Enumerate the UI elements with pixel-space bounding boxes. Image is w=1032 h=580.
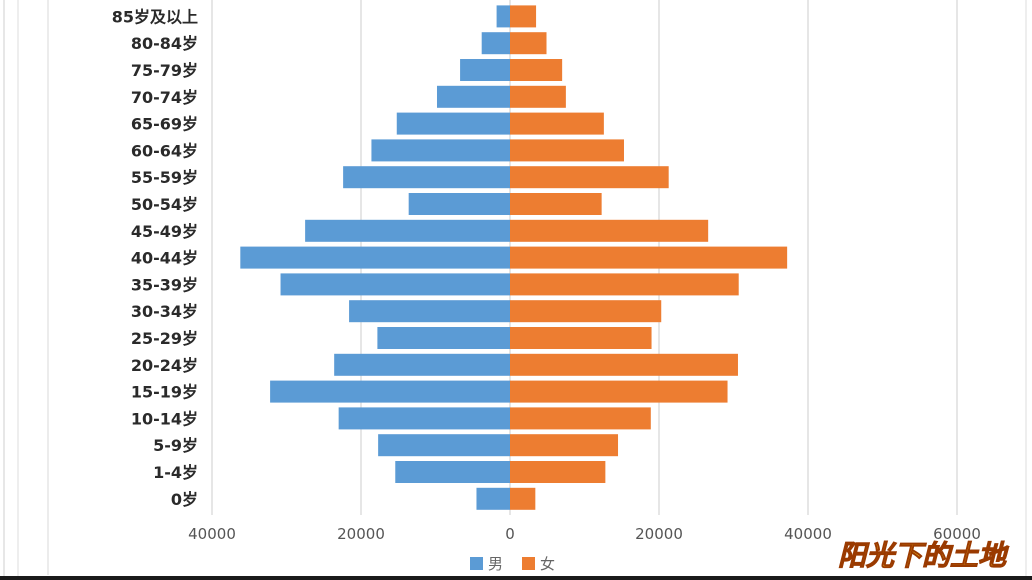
- bar-female: [510, 380, 728, 403]
- bar-male: [408, 193, 510, 215]
- bar-male: [436, 85, 510, 108]
- bar-male: [396, 112, 510, 135]
- x-tick-label: 40000: [784, 525, 832, 543]
- bar-male: [270, 380, 510, 403]
- bars: [240, 5, 788, 510]
- bar-female: [510, 85, 566, 108]
- category-label: 65-69岁: [131, 115, 198, 134]
- bar-female: [510, 300, 662, 323]
- bar-female: [510, 166, 669, 189]
- x-tick-label: 40000: [188, 525, 236, 543]
- bar-female: [510, 487, 536, 510]
- category-label: 35-39岁: [131, 275, 198, 294]
- category-label: 15-19岁: [131, 383, 198, 402]
- x-tick-label: 0: [505, 525, 515, 543]
- bar-male: [371, 139, 510, 162]
- legend: 男 女: [470, 555, 555, 573]
- category-label: 55-59岁: [131, 168, 198, 187]
- bar-female: [510, 434, 619, 457]
- bar-female: [510, 407, 651, 430]
- category-label: 50-54岁: [131, 195, 198, 214]
- legend-swatch-male: [470, 557, 483, 570]
- category-label: 30-34岁: [131, 302, 198, 321]
- legend-label-female: 女: [540, 555, 555, 573]
- bar-female: [510, 5, 537, 28]
- category-label: 85岁及以上: [112, 7, 198, 26]
- bar-female: [510, 327, 652, 349]
- bar-female: [510, 219, 709, 242]
- bar-male: [240, 246, 510, 269]
- category-label: 75-79岁: [131, 61, 198, 80]
- category-label: 40-44岁: [131, 249, 198, 268]
- category-label: 60-64岁: [131, 141, 198, 160]
- category-label: 0岁: [171, 490, 198, 509]
- category-label: 80-84岁: [131, 34, 198, 53]
- category-label: 20-24岁: [131, 356, 198, 375]
- bar-male: [338, 407, 510, 430]
- category-labels: 85岁及以上 80-84岁 75-79岁 70-74岁 65-69岁 60-64岁 55-5…: [112, 7, 198, 508]
- category-label: 5-9岁: [153, 436, 198, 455]
- category-label: 25-29岁: [131, 329, 198, 348]
- bar-male: [349, 300, 510, 323]
- bar-male: [496, 5, 510, 28]
- x-tick-label: 20000: [337, 525, 385, 543]
- category-label: 45-49岁: [131, 222, 198, 241]
- category-label: 10-14岁: [131, 409, 198, 428]
- bar-male: [460, 59, 510, 81]
- x-tick-label: 60000: [933, 525, 981, 543]
- bar-female: [510, 59, 563, 81]
- bar-female: [510, 246, 788, 269]
- bar-female: [510, 273, 739, 296]
- bar-female: [510, 112, 604, 135]
- bar-male: [476, 487, 510, 510]
- watermark: 阳光下的土地: [838, 539, 1010, 572]
- category-label: 1-4岁: [153, 463, 198, 482]
- bar-female: [510, 32, 547, 55]
- x-tick-labels: 40000 20000 0 20000 40000 60000: [188, 525, 981, 543]
- bar-female: [510, 193, 602, 215]
- bar-female: [510, 353, 738, 376]
- bar-female: [510, 461, 606, 483]
- legend-label-male: 男: [488, 555, 503, 573]
- category-label: 70-74岁: [131, 88, 198, 107]
- bar-male: [343, 166, 510, 189]
- bar-male: [334, 353, 510, 376]
- bar-male: [280, 273, 510, 296]
- bar-male: [481, 32, 510, 55]
- bar-female: [510, 139, 624, 162]
- bar-male: [377, 327, 510, 349]
- legend-swatch-female: [522, 557, 535, 570]
- bar-male: [305, 219, 510, 242]
- x-tick-label: 20000: [635, 525, 683, 543]
- bar-male: [395, 461, 510, 483]
- bar-male: [378, 434, 510, 457]
